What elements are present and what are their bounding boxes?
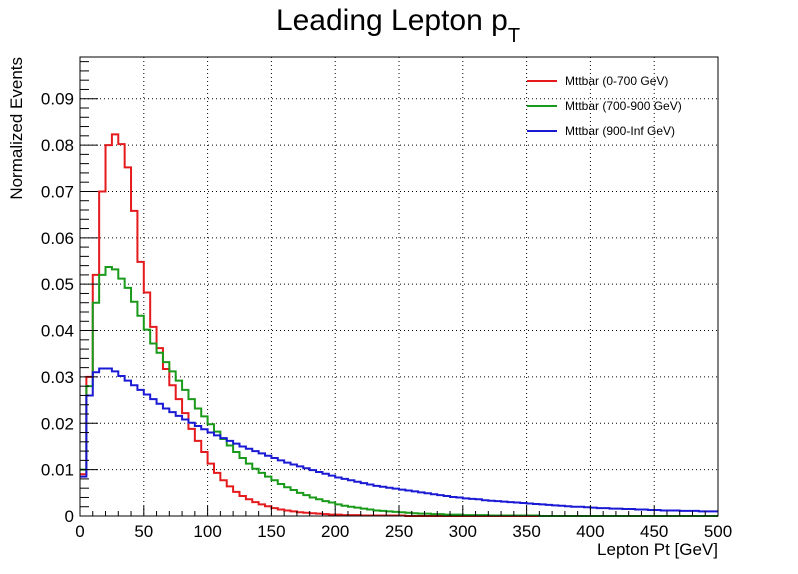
x-tick-label: 150 xyxy=(257,522,285,541)
x-tick-label: 200 xyxy=(321,522,349,541)
y-tick-label: 0 xyxy=(65,507,74,526)
y-tick-label: 0.03 xyxy=(41,368,74,387)
x-tick-label: 50 xyxy=(134,522,153,541)
x-tick-label: 450 xyxy=(640,522,668,541)
x-axis-title: Lepton Pt [GeV] xyxy=(597,540,718,559)
legend-label-1: Mttbar (700-900 GeV) xyxy=(565,99,682,113)
y-tick-label: 0.05 xyxy=(41,275,74,294)
x-tick-label: 0 xyxy=(75,522,84,541)
chart-title-main: Leading Lepton p xyxy=(276,4,508,37)
axes: 0 50 100 150 200 250 300 350 400 450 500 0 0.01 0.02 0… xyxy=(41,56,732,541)
legend-label-2: Mttbar (900-Inf GeV) xyxy=(565,124,675,138)
legend-label-0: Mttbar (0-700 GeV) xyxy=(565,74,668,88)
series-line-2 xyxy=(80,367,718,513)
x-tick-label: 400 xyxy=(576,522,604,541)
chart-title: Leading Lepton pT xyxy=(276,4,520,47)
y-axis-title: Normalized Events xyxy=(7,57,26,200)
grid-lines xyxy=(80,57,718,516)
chart-title-subscript: T xyxy=(508,25,520,47)
y-tick-label: 0.08 xyxy=(41,136,74,155)
y-tick-label: 0.01 xyxy=(41,461,74,480)
y-tick-label: 0.02 xyxy=(41,414,74,433)
legend: Mttbar (0-700 GeV) Mttbar (700-900 GeV) Mt… xyxy=(527,74,682,138)
y-tick-label: 0.09 xyxy=(41,90,74,109)
x-tick-label: 500 xyxy=(704,522,732,541)
x-tick-label: 350 xyxy=(512,522,540,541)
x-tick-label: 250 xyxy=(385,522,413,541)
x-tick-label: 300 xyxy=(449,522,477,541)
y-tick-label: 0.04 xyxy=(41,322,74,341)
y-tick-label: 0.07 xyxy=(41,182,74,201)
y-tick-label: 0.06 xyxy=(41,229,74,248)
x-tick-label: 100 xyxy=(193,522,221,541)
